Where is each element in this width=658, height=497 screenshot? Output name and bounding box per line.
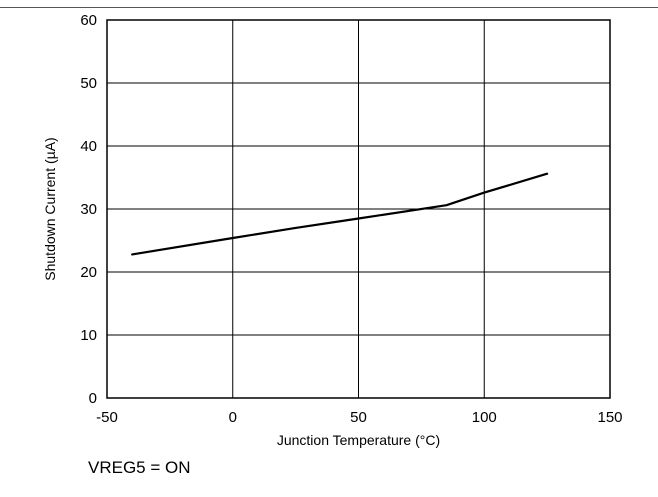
top-rule <box>0 7 658 8</box>
y-tick-label: 40 <box>80 138 97 155</box>
x-tick-label: 150 <box>597 409 622 426</box>
x-axis-title: Junction Temperature (°C) <box>277 432 440 448</box>
x-tick-label: 50 <box>350 409 367 426</box>
plot-frame <box>106 19 611 399</box>
y-tick-label: 50 <box>80 75 97 92</box>
series-line <box>131 172 549 256</box>
y-axis-title: Shutdown Current (µA) <box>42 137 58 280</box>
y-tick-label: 10 <box>80 327 97 344</box>
y-tick-label: 30 <box>80 201 97 218</box>
condition-note: VREG5 = ON <box>88 458 191 477</box>
tick-labels: -50 0 50 100 150 0 10 20 30 40 50 60 <box>80 12 622 426</box>
y-tick-label: 60 <box>80 12 97 29</box>
y-tick-label: 20 <box>80 264 97 281</box>
x-tick-label: -50 <box>96 409 118 426</box>
x-tick-label: 100 <box>472 409 497 426</box>
x-tick-label: 0 <box>229 409 237 426</box>
grid-lines <box>107 20 610 398</box>
series-layer <box>131 172 549 256</box>
y-tick-label: 0 <box>89 390 97 407</box>
